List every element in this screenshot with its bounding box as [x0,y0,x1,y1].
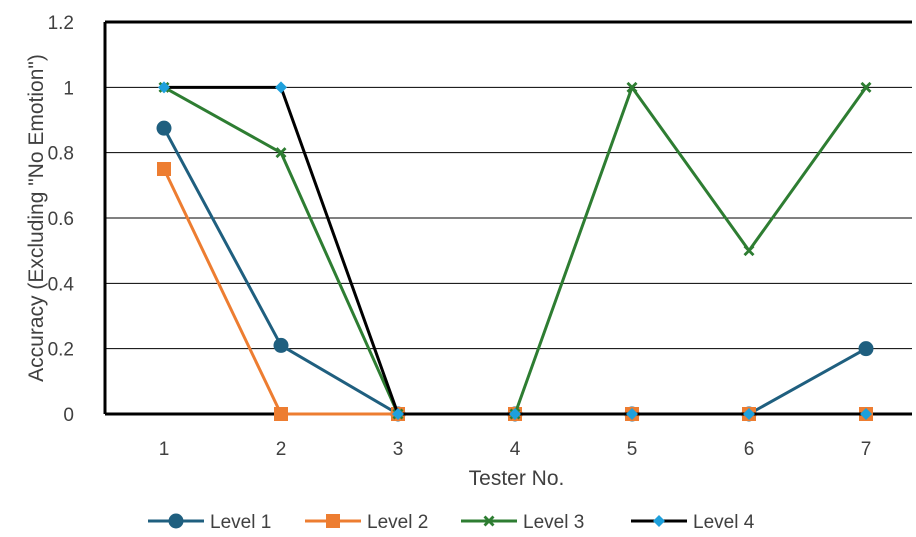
data-point-square [274,407,288,421]
y-tick-label: 0.4 [48,274,75,295]
data-point-diamond [653,515,665,527]
y-tick-label: 0.6 [48,209,74,230]
legend-label: Level 3 [523,512,584,533]
y-tick-label: 1.2 [48,13,74,34]
series-line [162,168,866,416]
x-axis-title: Tester No. [469,467,565,490]
data-point-diamond [275,81,287,94]
series-lines [156,81,874,422]
data-point-diamond [509,408,521,420]
series-line [163,85,868,416]
legend-item: Level 2 [305,512,428,533]
series-line [162,127,867,416]
data-point-x [275,147,287,159]
series-level-3 [158,81,872,420]
legend-item: Level 1 [148,512,271,533]
series-level-4 [158,81,872,420]
series-line [164,85,866,416]
data-point-diamond [392,408,404,420]
legend-item: Level 4 [631,512,755,533]
data-point-circle [858,341,874,357]
x-tick-labels: 1 2 3 4 5 6 7 [159,439,872,460]
x-tick-label: 7 [861,439,872,460]
legend-label: Level 1 [210,512,271,533]
data-point-x [483,515,495,527]
y-tick-label: 0.8 [48,144,74,165]
legend: Level 1 Level 2 Level 3 Level 4 [148,512,755,533]
data-point-circle [156,120,172,136]
grid-lines [105,86,912,350]
data-point-diamond [743,408,755,420]
x-tick-label: 3 [393,439,404,460]
data-point-square [326,514,340,528]
data-point-circle [168,513,184,529]
y-tick-label: 0.2 [48,340,74,361]
x-tick-label: 1 [159,439,170,460]
legend-label: Level 2 [367,512,428,533]
data-point-diamond [626,408,638,420]
y-tick-label: 0 [63,405,74,426]
data-point-square [157,162,171,176]
legend-label: Level 4 [693,512,755,533]
data-point-diamond [158,81,170,94]
y-tick-label: 1 [63,78,74,99]
data-point-circle [273,337,289,353]
y-tick-labels: 0 0.2 0.4 0.6 0.8 1 1.2 [48,13,75,426]
data-point-x [860,81,872,93]
data-point-diamond [860,408,872,420]
legend-item: Level 3 [461,512,584,533]
y-axis-title: Accuracy (Excluding "No Emotion") [25,54,48,382]
data-point-x [626,81,638,93]
series-level-2 [157,162,873,421]
x-tick-label: 5 [627,439,638,460]
x-tick-label: 2 [276,439,287,460]
x-tick-label: 6 [744,439,755,460]
data-point-x [743,245,755,257]
x-tick-label: 4 [510,439,521,460]
